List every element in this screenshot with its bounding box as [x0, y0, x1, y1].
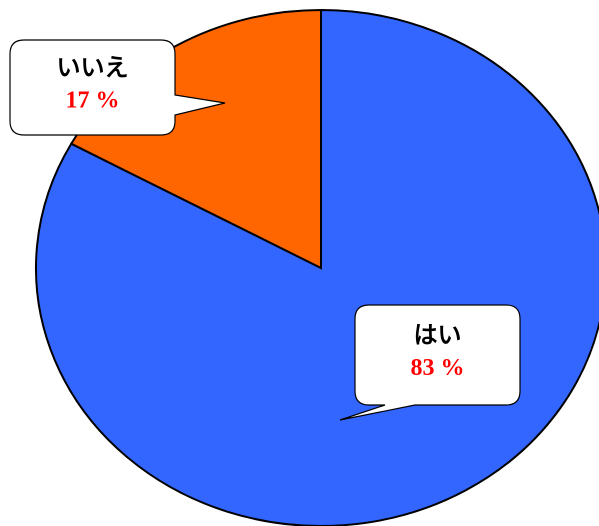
slice-label: いいえ: [57, 54, 129, 82]
value-label: 17 %: [66, 88, 120, 114]
value-label: 83 %: [411, 355, 465, 381]
callout: [339, 304, 521, 421]
callout: [9, 39, 226, 136]
slice-label: はい: [414, 321, 462, 349]
